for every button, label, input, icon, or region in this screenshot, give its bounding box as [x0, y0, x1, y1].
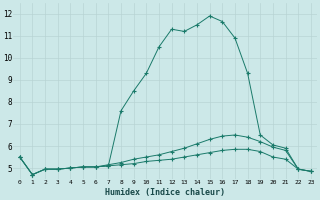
X-axis label: Humidex (Indice chaleur): Humidex (Indice chaleur) [105, 188, 225, 197]
